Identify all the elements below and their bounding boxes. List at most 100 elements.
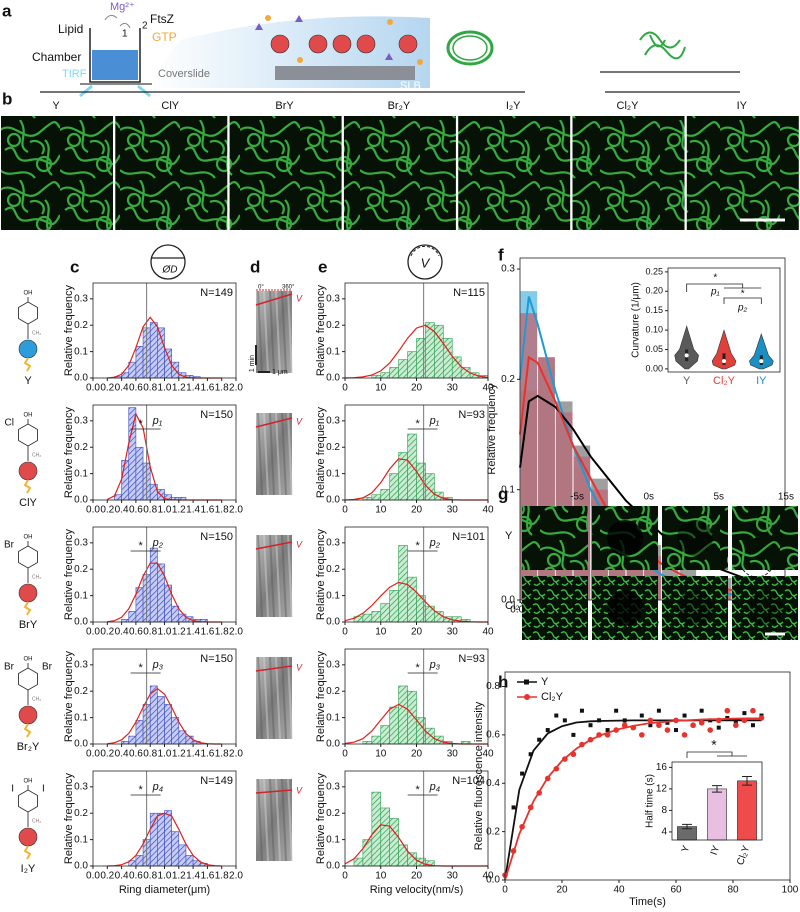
kymograph [256, 291, 292, 373]
x-tick-label: Cl₂Y [735, 844, 752, 867]
y-tick-label: 0.6 [486, 730, 500, 741]
fit-line [344, 581, 488, 623]
x-tick-label: 1.8 [215, 749, 229, 760]
x-tick-label: 0.6 [129, 627, 143, 638]
x-tick-label: 0.8 [143, 505, 157, 516]
icon-label: V [421, 255, 431, 270]
bracket [723, 297, 762, 304]
atom: OH [24, 657, 33, 663]
y-axis-label: Relative frequency [63, 772, 75, 864]
y-tick-label: 0.2 [486, 826, 500, 837]
p-label: p₂ [737, 303, 748, 314]
point [716, 725, 721, 730]
violin-median [684, 353, 689, 358]
y-tick-label: 0.4 [486, 778, 500, 789]
x-tick-label: 1.8 [215, 627, 229, 638]
point [520, 771, 525, 776]
bar [362, 613, 373, 623]
y-axis-label: Relative frequency [63, 284, 75, 376]
point [554, 713, 559, 718]
x-tick-label: 1.6 [200, 627, 214, 638]
y-tick-label: 0.0 [326, 739, 340, 750]
atom: OH [24, 413, 33, 419]
atom: Br [42, 662, 53, 673]
x-tick-label: 10 [375, 505, 387, 516]
point [647, 717, 654, 724]
significance: * [416, 540, 421, 552]
micrograph [732, 576, 798, 640]
x-tick-label: 0.8 [143, 627, 157, 638]
label: 360° [282, 285, 295, 291]
streak [269, 656, 275, 740]
y-tick-label: 0.0 [501, 595, 515, 606]
x-axis-label: Ring diameter(μm) [119, 884, 210, 896]
residue [18, 583, 38, 603]
y-tick-label: 0.0 [74, 495, 88, 506]
atom: CH₂ [32, 696, 41, 702]
label: TIRF [62, 68, 87, 80]
point [656, 722, 662, 729]
icon [410, 245, 440, 257]
x-tick-label: 10 [375, 627, 387, 638]
point [571, 732, 576, 737]
x-tick-label: 0.0 [86, 383, 100, 394]
x-tick-label: 1.4 [186, 383, 200, 394]
bar [128, 735, 137, 745]
point [665, 720, 670, 725]
x-tick-label: 30 [447, 505, 459, 516]
y-tick-label: 0.3 [74, 537, 88, 548]
streak [281, 656, 287, 740]
y-tick-label: 0.1 [326, 590, 340, 601]
x-tick-label: 10 [375, 383, 387, 394]
x-tick-label: 2.0 [229, 505, 243, 516]
atom: Cl [5, 418, 14, 429]
bar [451, 356, 462, 379]
n-label: N=149 [200, 775, 233, 787]
panel-label: f [498, 245, 504, 264]
atom: CH₂ [32, 452, 41, 458]
n-label: N=149 [200, 287, 233, 299]
point [656, 708, 661, 713]
point [698, 719, 705, 726]
streak [281, 534, 287, 618]
significance: * [416, 662, 421, 674]
y-tick-label: 0.0 [74, 373, 88, 384]
image-label: Cl₂Y [617, 100, 640, 112]
x-tick-label: 1.6 [200, 383, 214, 394]
y-tick-label: 0.1 [326, 834, 340, 845]
y-axis-label: Relative frequency [315, 284, 327, 376]
atom: CH₂ [32, 330, 41, 336]
x-tick-label: 0 [342, 383, 348, 394]
point [588, 723, 593, 728]
tail [23, 357, 32, 372]
streak [287, 412, 293, 496]
bar [380, 489, 390, 501]
x-tick-label: 40 [482, 383, 494, 394]
point [639, 732, 645, 738]
streak [281, 412, 287, 496]
x-tick-label: 1.2 [172, 383, 186, 394]
bar [171, 831, 180, 867]
x-tick-label: 1.6 [200, 871, 214, 882]
trace [255, 789, 293, 794]
x-tick-label: Y [680, 844, 693, 854]
y-tick-label: 0.3 [326, 781, 340, 792]
significance: * [138, 540, 143, 552]
x-tick-label: 1.2 [172, 871, 186, 882]
axis-frame [671, 761, 763, 841]
point [537, 737, 542, 742]
micrograph [572, 116, 685, 230]
p-label: p₁ [152, 415, 163, 427]
p-label: p₄ [429, 781, 441, 793]
x-tick-label: IY [756, 375, 767, 387]
y-axis-label: Relative frequency [63, 406, 75, 498]
y-tick-label: 0.00 [645, 363, 663, 373]
bar [128, 611, 137, 623]
p-label: p₄ [152, 781, 164, 793]
row-label: Cl₂Y [505, 600, 528, 612]
significance: * [416, 418, 421, 430]
y-tick-label: 0.3 [501, 264, 515, 275]
y-tick-label: 0.1 [326, 712, 340, 723]
y-axis-label: Relative frequency [315, 650, 327, 742]
